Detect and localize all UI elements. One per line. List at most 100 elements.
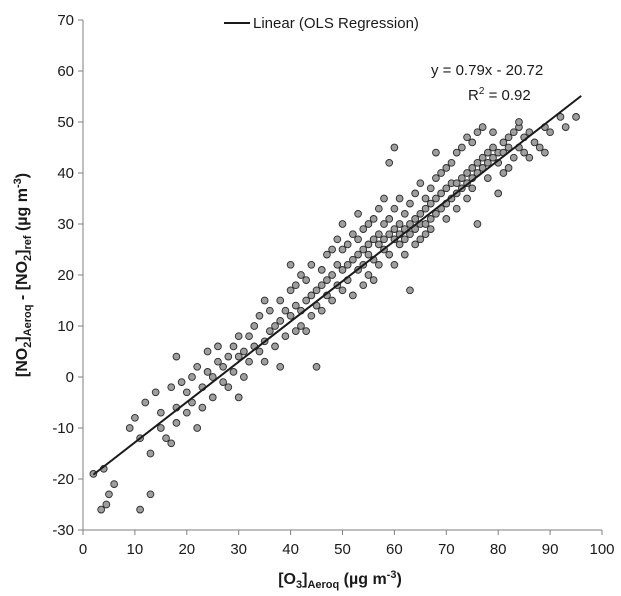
scatter-point <box>125 424 134 432</box>
scatter-point <box>489 143 497 152</box>
scatter-point <box>390 143 399 152</box>
scatter-point <box>317 281 326 290</box>
scatter-point <box>483 158 492 167</box>
scatter-point <box>354 250 362 259</box>
x-tick-label: 40 <box>282 541 299 558</box>
scatter-point <box>172 352 181 361</box>
x-axis-title: [O3]Aeroq (µg m-3) <box>278 569 402 591</box>
scatter-point <box>157 408 165 417</box>
scatter-point <box>182 388 191 397</box>
scatter-point <box>208 393 217 402</box>
scatter-point <box>406 199 414 208</box>
scatter-point <box>245 332 253 341</box>
scatter-point <box>406 220 414 228</box>
x-title-subscript: 3 <box>296 579 302 591</box>
x-title-superscript: -3 <box>387 569 397 581</box>
x-tick-label: 20 <box>178 541 195 558</box>
scatter-point <box>369 235 378 244</box>
x-tick-label: 90 <box>542 541 559 558</box>
scatter-point <box>312 362 321 371</box>
scatter-point <box>312 286 321 295</box>
x-title-subscript: Aeroq <box>307 579 339 591</box>
scatter-point <box>255 347 264 356</box>
scatter-point <box>343 260 352 269</box>
scatter-point <box>102 500 111 509</box>
scatter-point <box>489 153 497 162</box>
scatter-point <box>374 204 383 213</box>
y-tick-label: 30 <box>57 216 74 233</box>
scatter-point <box>463 194 471 203</box>
scatter-point <box>530 138 539 147</box>
scatter-point <box>286 311 295 320</box>
scatter-point <box>162 434 170 443</box>
scatter-point <box>411 215 420 223</box>
scatter-point <box>328 245 336 254</box>
scatter-point <box>105 490 113 499</box>
scatter-point <box>432 148 440 157</box>
scatter-point <box>240 347 248 356</box>
scatter-point <box>151 388 160 397</box>
scatter-point <box>400 209 409 218</box>
scatter-point <box>520 148 529 157</box>
y-tick-label: 50 <box>57 114 74 131</box>
scatter-point <box>141 398 150 407</box>
scatter-point <box>234 332 243 341</box>
scatter-point <box>416 209 425 218</box>
scatter-point <box>359 245 368 254</box>
scatter-point <box>458 174 466 182</box>
axis-ticks: -30 -20 -10 0 10 20 30 40 50 60 70 0 10 20 30 40 50 60 70 8… <box>52 12 614 558</box>
scatter-point <box>416 179 425 188</box>
scatter-point <box>447 158 456 167</box>
scatter-point <box>515 118 523 126</box>
scatter-point <box>385 158 394 167</box>
scatter-point <box>458 143 466 152</box>
scatter-point <box>271 322 279 330</box>
x-tick-label: 10 <box>127 541 144 558</box>
scatter-point <box>219 362 227 371</box>
scatter-point <box>167 439 176 448</box>
scatter-point <box>478 153 487 162</box>
scatter-point <box>411 240 420 249</box>
y-title-subscript: ref <box>22 235 34 249</box>
scatter-point <box>333 260 342 269</box>
scatter-point <box>97 505 106 514</box>
legend-label: Linear (OLS Regression) <box>253 15 419 32</box>
scatter-point <box>229 342 238 351</box>
scatter-point <box>234 393 243 402</box>
scatter-point <box>406 230 414 239</box>
scatter-point <box>421 204 430 213</box>
scatter-point <box>354 235 362 244</box>
scatter-point <box>421 220 430 228</box>
scatter-point <box>265 327 274 335</box>
scatter-point <box>302 296 311 305</box>
x-tick-label: 30 <box>230 541 247 558</box>
scatter-point <box>380 220 388 228</box>
y-title-superscript: -3 <box>12 178 24 188</box>
scatter-point <box>172 419 181 427</box>
x-tick-label: 0 <box>79 541 87 558</box>
y-title-unit: ) <box>14 173 31 178</box>
scatter-point <box>307 291 316 300</box>
y-tick-label: 0 <box>66 369 74 386</box>
scatter-point <box>432 194 440 203</box>
scatter-point <box>317 266 326 274</box>
scatter-point <box>437 189 445 198</box>
r-squared-value: = 0.92 <box>484 87 530 104</box>
scatter-point <box>291 327 300 335</box>
r-squared-annotation: R2 = 0.92 <box>468 86 531 104</box>
regression-equation: y = 0.79x - 20.72 <box>431 62 543 79</box>
scatter-point <box>167 383 176 392</box>
scatter-point <box>302 276 311 284</box>
scatter-point <box>364 220 373 228</box>
scatter-point <box>468 184 477 193</box>
scatter-point <box>494 189 503 198</box>
scatter-point <box>416 235 425 244</box>
scatter-point <box>395 194 404 203</box>
y-tick-label: 20 <box>57 267 74 284</box>
scatter-point <box>229 368 238 376</box>
scatter-point <box>338 266 347 274</box>
y-tick-label: -30 <box>52 522 74 539</box>
scatter-point <box>509 128 518 137</box>
x-tick-label: 60 <box>386 541 403 558</box>
scatter-point <box>281 332 290 341</box>
